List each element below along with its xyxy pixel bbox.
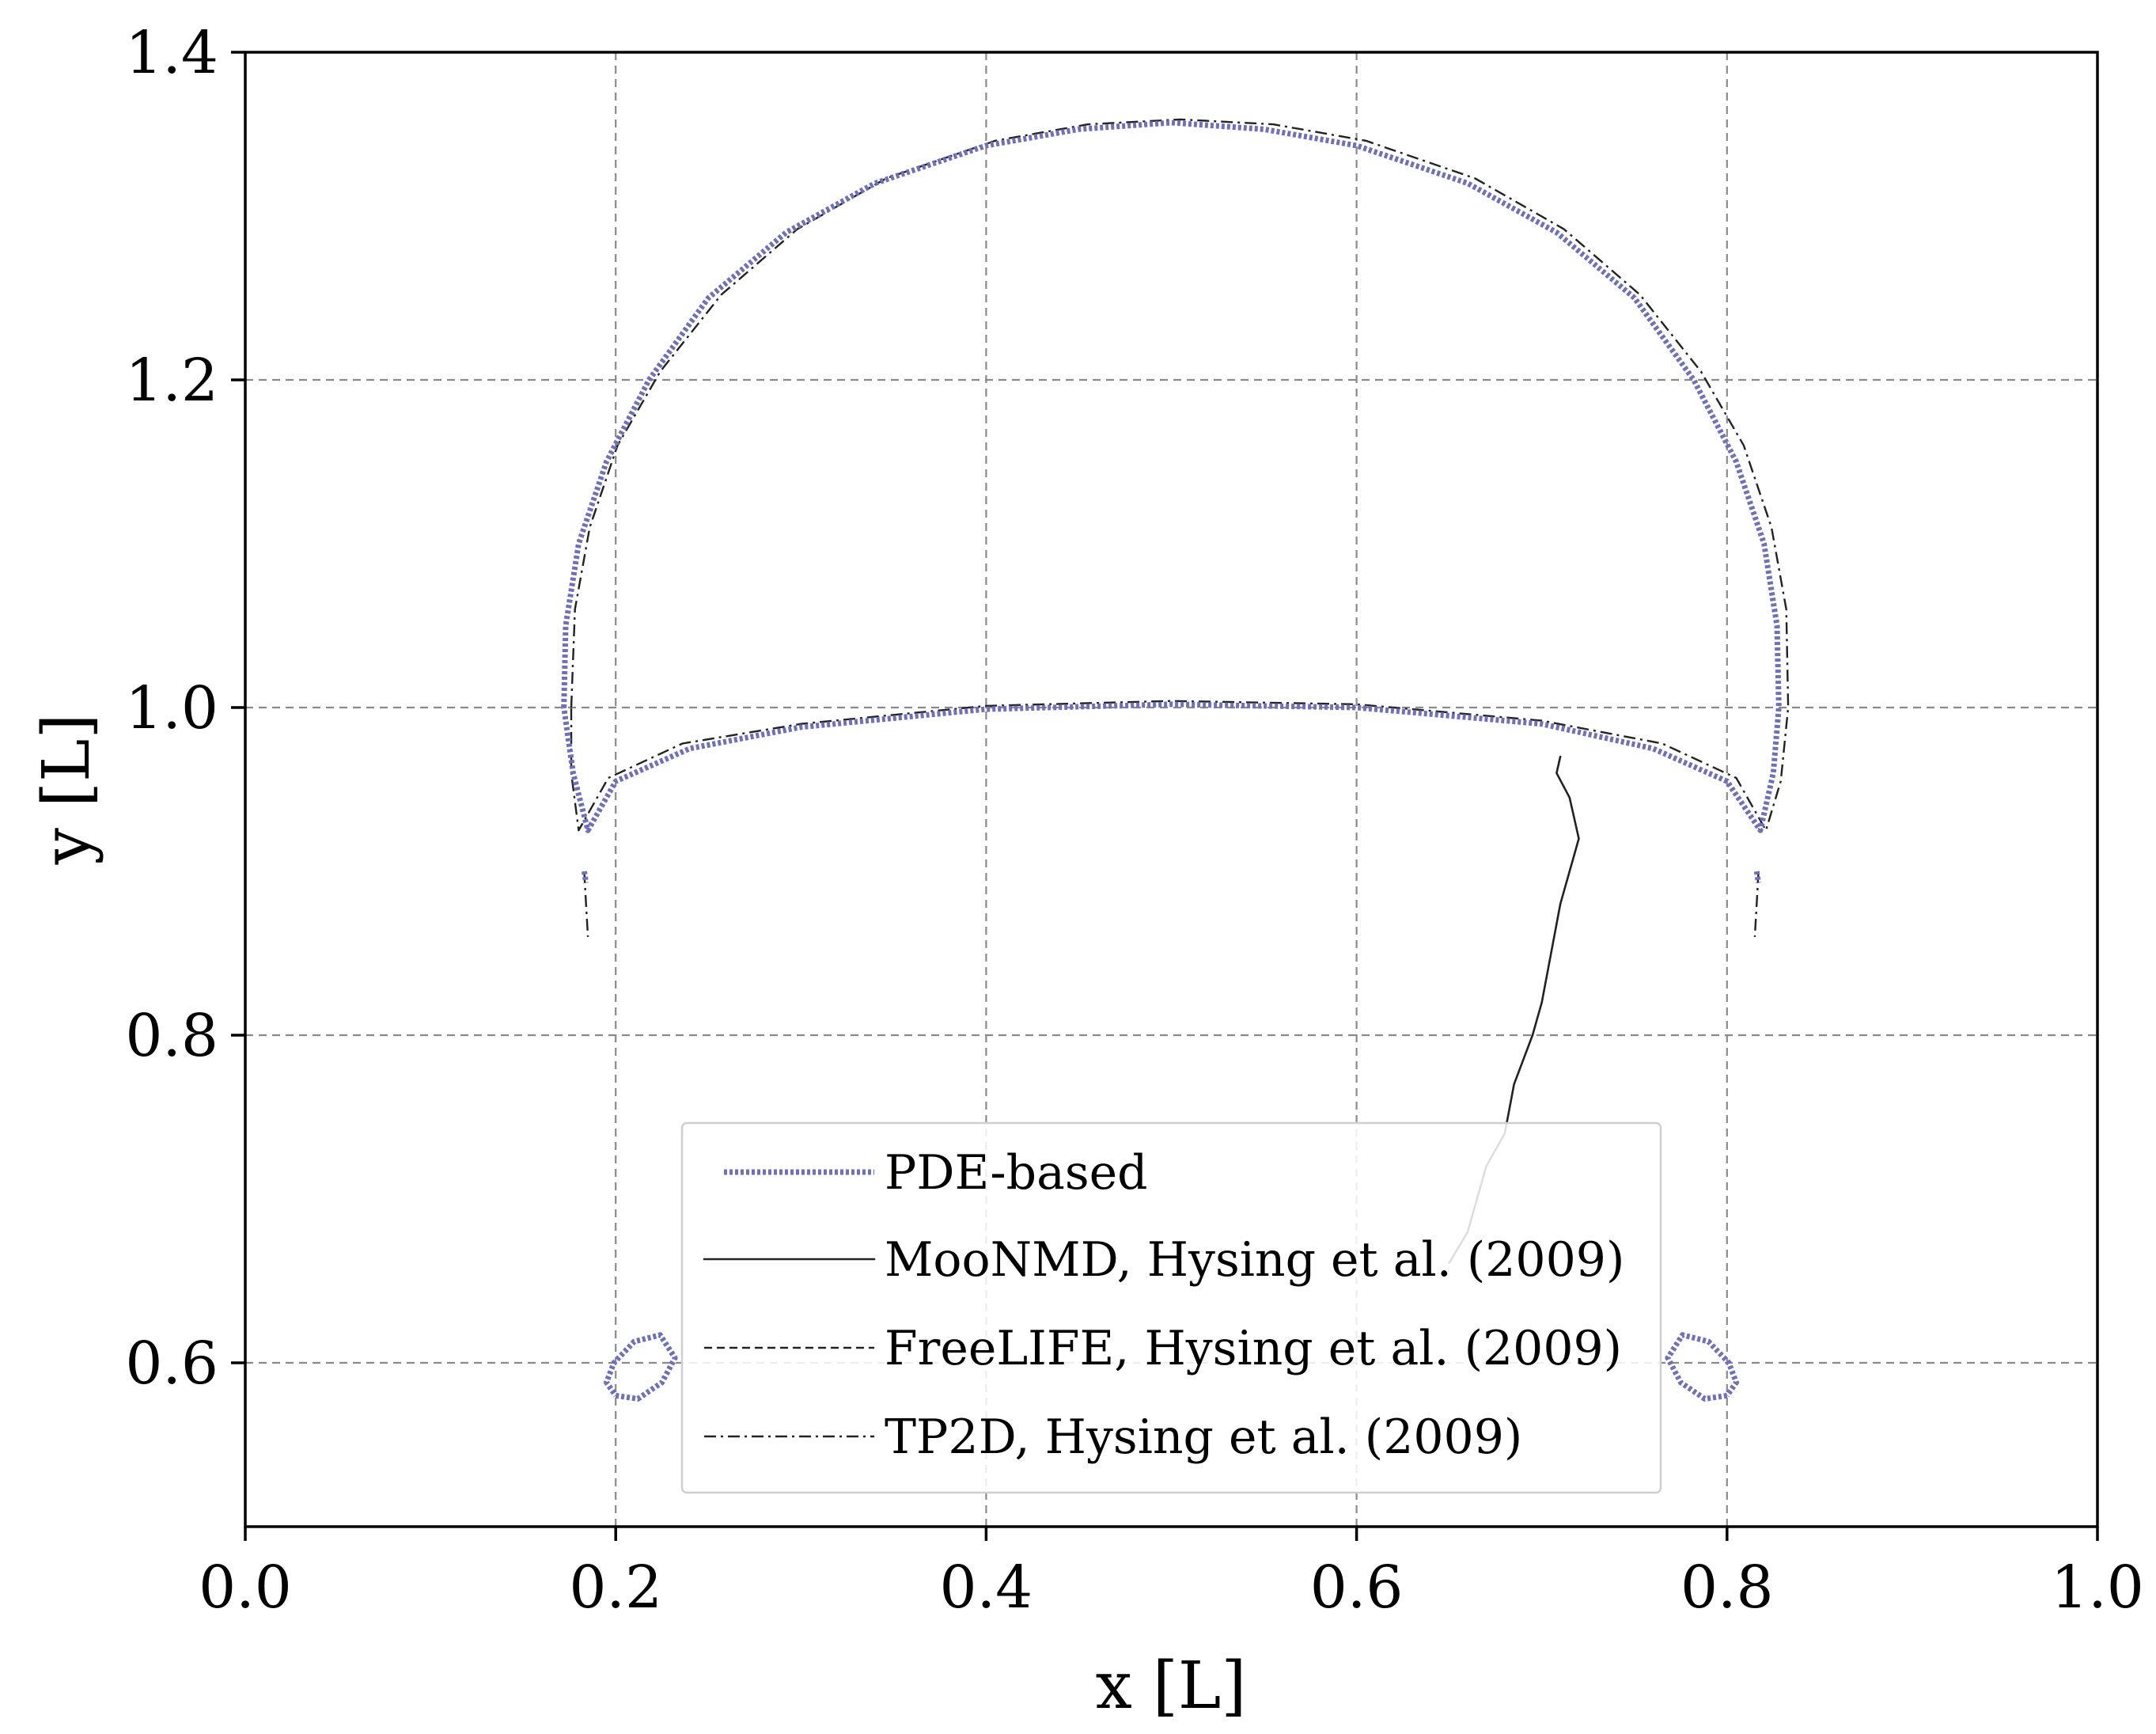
series-layer [561, 118, 1790, 1402]
y-tick-label: 1.4 [125, 19, 218, 87]
x-tick-label: 1.0 [2051, 1554, 2144, 1622]
y-tick-label: 1.0 [125, 674, 218, 742]
axis-ticks: 0.0 0.2 0.4 0.6 0.8 1.0 0.6 0.8 1.0 1.2 1.4 [125, 19, 2144, 1622]
x-tick-label: 0.6 [1310, 1554, 1404, 1622]
y-tick-label: 0.6 [125, 1330, 218, 1398]
series-line [1753, 871, 1762, 884]
series-line [604, 1332, 678, 1402]
series-line [581, 871, 589, 884]
x-tick-label: 0.0 [199, 1554, 292, 1622]
series-line [561, 120, 1782, 833]
series-line [570, 118, 1790, 832]
y-tick-label: 1.2 [125, 347, 218, 415]
legend-label: PDE-based [885, 1145, 1148, 1201]
x-tick-label: 0.8 [1680, 1554, 1774, 1622]
series-line [1753, 871, 1760, 937]
y-tick-label: 0.8 [125, 1002, 218, 1070]
series-line [1665, 1332, 1739, 1402]
series-tp2d [570, 118, 1790, 937]
plot-frame [244, 51, 2099, 1528]
legend-label: TP2D, Hysing et al. (2009) [885, 1410, 1522, 1465]
legend-box [680, 1121, 1662, 1494]
series-pde-based [561, 120, 1782, 1402]
y-axis-label: y [L] [29, 714, 104, 866]
x-tick-label: 0.2 [569, 1554, 662, 1622]
x-axis-label: x [L] [1096, 1649, 1247, 1724]
series-line [583, 871, 589, 937]
legend: PDE-based MooNMD, Hysing et al. (2009) Fre… [680, 1121, 1662, 1494]
legend-label: FreeLIFE, Hysing et al. (2009) [885, 1321, 1622, 1376]
x-tick-label: 0.4 [940, 1554, 1033, 1622]
legend-label: MooNMD, Hysing et al. (2009) [885, 1232, 1624, 1288]
